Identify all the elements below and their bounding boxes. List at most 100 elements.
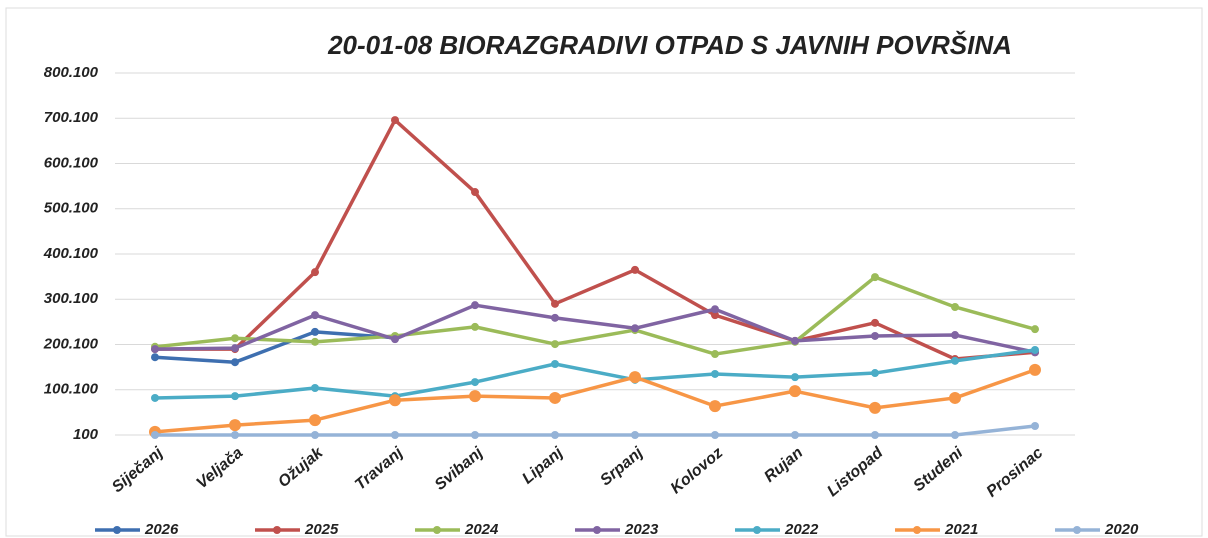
x-tick-label: Ožujak <box>275 444 327 491</box>
data-point <box>551 313 559 322</box>
data-point <box>711 305 719 314</box>
data-point <box>231 344 239 353</box>
data-point <box>951 431 959 439</box>
data-point <box>471 188 479 197</box>
legend-marker <box>113 526 121 534</box>
legend-label: 2025 <box>304 521 339 538</box>
x-tick-label: Veljača <box>194 444 247 492</box>
y-tick-label: 300.100 <box>44 290 99 307</box>
data-point <box>791 431 799 439</box>
y-tick-label: 100 <box>73 426 99 443</box>
chart-title: 20-01-08 BIORAZGRADIVI OTPAD S JAVNIH PO… <box>327 30 1012 60</box>
series-line <box>154 303 1036 354</box>
data-point <box>711 431 719 439</box>
legend-label: 2024 <box>464 521 499 538</box>
x-tick-label: Studeni <box>910 444 966 495</box>
legend-marker <box>753 526 761 534</box>
legend-marker <box>1073 526 1081 534</box>
data-point <box>229 419 241 432</box>
legend-label: 2022 <box>784 521 819 538</box>
data-point <box>791 373 799 382</box>
legend-label: 2020 <box>1104 521 1139 538</box>
legend-label: 2026 <box>144 521 179 538</box>
x-tick-label: Svibanj <box>432 444 487 494</box>
y-tick-label: 100.100 <box>44 381 99 398</box>
data-point <box>631 324 639 333</box>
data-point <box>711 369 719 378</box>
series-line <box>155 424 1036 437</box>
legend-label: 2023 <box>624 521 659 538</box>
data-point <box>949 391 961 404</box>
data-point <box>471 322 479 331</box>
data-point <box>151 353 159 362</box>
series-line <box>154 330 396 364</box>
y-tick-label: 800.100 <box>44 64 99 81</box>
legend-marker <box>913 526 921 534</box>
y-tick-label: 500.100 <box>44 200 99 217</box>
data-point <box>311 383 319 392</box>
data-point <box>711 311 719 320</box>
data-point <box>391 431 399 439</box>
data-point <box>471 378 479 387</box>
data-point <box>391 335 399 344</box>
data-point <box>551 340 559 349</box>
data-point <box>869 401 881 414</box>
series-line <box>154 368 1036 434</box>
data-point <box>709 400 721 413</box>
x-tick-label: Siječanj <box>109 444 167 496</box>
data-point <box>951 331 959 340</box>
data-point <box>551 299 559 308</box>
data-point <box>391 116 399 125</box>
data-point <box>469 390 481 403</box>
legend-label: 2021 <box>944 521 978 538</box>
data-point <box>871 318 879 327</box>
data-point <box>1031 421 1039 430</box>
data-point <box>311 337 319 346</box>
series-line <box>155 118 1036 361</box>
data-point <box>789 385 801 398</box>
y-tick-label: 200.100 <box>43 335 99 352</box>
data-point <box>311 311 319 320</box>
data-point <box>231 392 239 401</box>
legend-marker <box>593 526 601 534</box>
data-point <box>471 301 479 310</box>
data-point <box>151 345 159 354</box>
data-point <box>629 371 641 384</box>
y-tick-label: 400.100 <box>43 245 99 262</box>
data-point <box>389 394 401 407</box>
data-point <box>231 358 239 367</box>
data-point <box>871 431 879 439</box>
legend-marker <box>273 526 281 534</box>
data-point <box>951 302 959 311</box>
data-point <box>871 369 879 378</box>
data-point <box>1029 363 1041 376</box>
x-tick-label: Prosinac <box>984 444 1047 501</box>
data-point <box>1031 325 1039 334</box>
data-point <box>871 273 879 282</box>
data-point <box>951 356 959 365</box>
data-point <box>231 334 239 343</box>
x-tick-label: Srpanj <box>597 444 647 489</box>
y-tick-label: 700.100 <box>44 109 99 126</box>
data-point <box>551 360 559 369</box>
data-point <box>631 431 639 439</box>
data-point <box>791 336 799 345</box>
data-point <box>311 327 319 336</box>
y-tick-label: 600.100 <box>44 154 99 171</box>
series-line <box>154 348 1036 400</box>
data-point <box>151 393 159 402</box>
data-point <box>631 265 639 274</box>
x-tick-label: Listopad <box>824 443 887 500</box>
data-point <box>309 414 321 427</box>
x-tick-label: Kolovoz <box>668 444 727 497</box>
data-point <box>1031 345 1039 354</box>
x-tick-label: Rujan <box>761 444 806 486</box>
data-point <box>711 350 719 359</box>
data-point <box>871 331 879 340</box>
x-tick-label: Lipanj <box>519 444 566 488</box>
data-point <box>311 431 319 439</box>
data-point <box>471 431 479 439</box>
legend-marker <box>433 526 441 534</box>
series-line <box>154 275 1036 356</box>
